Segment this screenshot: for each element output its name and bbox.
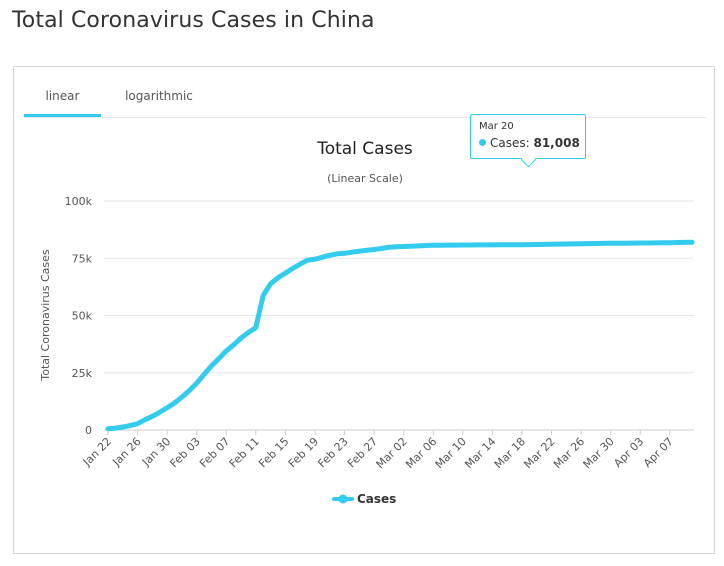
- x-tick-label: Jan 22: [80, 435, 114, 469]
- tab-linear[interactable]: linear: [24, 89, 101, 117]
- page-title: Total Coronavirus Cases in China: [12, 8, 375, 33]
- tooltip-value: 81,008: [533, 136, 580, 150]
- x-tick-label: Feb 19: [286, 435, 321, 470]
- y-tick-label: 100k: [65, 195, 93, 208]
- x-tick-label: Feb 23: [315, 435, 350, 470]
- scale-tabs: linear logarithmic: [24, 67, 706, 118]
- x-tick-label: Jan 30: [139, 435, 173, 469]
- series-line-cases[interactable]: [105, 239, 695, 432]
- x-tick-label: Feb 27: [345, 435, 380, 470]
- x-tick-label: Apr 03: [611, 435, 646, 470]
- x-tick-label: Mar 02: [374, 435, 410, 471]
- legend[interactable]: Cases: [332, 492, 396, 506]
- x-tick-label: Feb 07: [197, 435, 232, 470]
- chart-card: linear logarithmic: [13, 66, 715, 554]
- tooltip-series-dot-icon: [479, 139, 486, 146]
- legend-label-cases: Cases: [357, 492, 396, 506]
- y-tick-label: 75k: [72, 252, 93, 265]
- x-tick-label: Mar 14: [462, 435, 498, 471]
- tooltip-row: Cases: 81,008: [479, 136, 580, 150]
- y-tick-label: 50k: [72, 310, 93, 323]
- x-tick-label: Mar 26: [551, 435, 587, 471]
- x-tick-label: Mar 10: [433, 435, 469, 471]
- y-axis-label: Total Coronavirus Cases: [39, 249, 52, 382]
- chart-subtitle: (Linear Scale): [327, 172, 403, 185]
- tooltip-date: Mar 20: [479, 121, 514, 132]
- x-tick-label: Mar 30: [581, 435, 617, 471]
- x-tick-label: Apr 07: [641, 435, 676, 470]
- y-tick-label: 0: [85, 424, 92, 437]
- x-tick-label: Mar 22: [521, 435, 557, 471]
- x-tick-label: Mar 06: [403, 435, 439, 471]
- x-tick-label: Feb 15: [256, 435, 291, 470]
- chart-title: Total Cases: [316, 139, 413, 159]
- tooltip-series-name: Cases: [490, 136, 526, 150]
- data-tooltip: Mar 20 Cases: 81,008: [470, 114, 586, 168]
- y-tick-label: 25k: [72, 367, 93, 380]
- grid-lines: [104, 200, 694, 431]
- x-tick-label: Feb 11: [227, 435, 262, 470]
- tab-logarithmic[interactable]: logarithmic: [125, 89, 193, 103]
- legend-swatch-dot: [338, 494, 348, 504]
- x-tick-label: Jan 26: [109, 435, 143, 469]
- x-tick-label: Feb 03: [167, 435, 202, 470]
- x-tick-label: Mar 18: [492, 435, 528, 471]
- y-axis-ticks: 0 25k 50k 75k 100k: [65, 195, 93, 437]
